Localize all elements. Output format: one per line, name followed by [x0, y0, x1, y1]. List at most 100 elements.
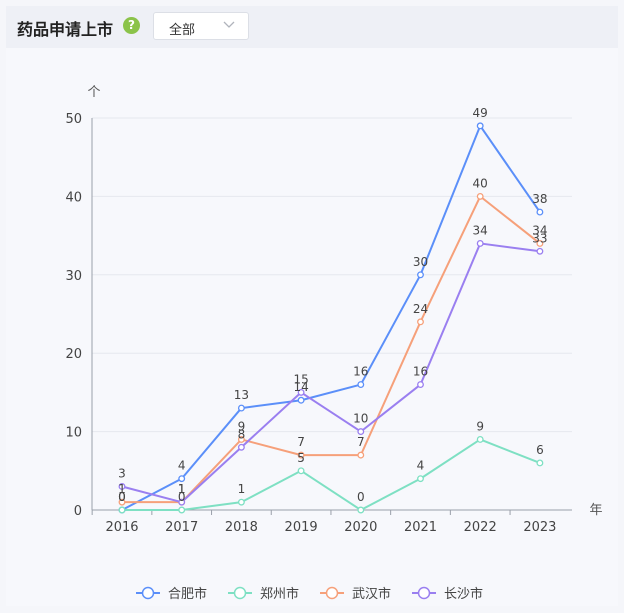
data-point[interactable]: [357, 381, 365, 389]
data-point[interactable]: [357, 506, 365, 514]
legend-marker: [417, 586, 431, 600]
data-point[interactable]: [178, 475, 186, 483]
data-label: 3: [118, 466, 126, 480]
data-label: 1: [178, 482, 186, 496]
data-label: 4: [178, 459, 186, 473]
x-tick-label: 2020: [344, 520, 377, 535]
panel-header: 药品申请上市 ? 全部: [6, 6, 618, 48]
legend-label: 长沙市: [444, 586, 483, 602]
data-point[interactable]: [118, 498, 126, 506]
data-label: 16: [413, 365, 428, 379]
legend-label: 武汉市: [352, 586, 391, 602]
data-label: 8: [238, 427, 246, 441]
region-select[interactable]: 全部: [153, 12, 249, 40]
data-label: 15: [293, 372, 308, 386]
data-label: 1: [178, 482, 186, 496]
data-label: 5: [297, 451, 305, 465]
data-label: 7: [297, 435, 305, 449]
data-label: 33: [532, 231, 547, 245]
data-point[interactable]: [476, 192, 484, 200]
region-select-value: 全部: [169, 23, 196, 38]
legend-item-郑州市[interactable]: 郑州市: [228, 586, 299, 602]
data-point[interactable]: [417, 381, 424, 389]
data-label: 16: [353, 365, 368, 379]
data-point[interactable]: [297, 451, 305, 459]
data-point[interactable]: [237, 443, 245, 451]
y-tick-label: 20: [65, 347, 82, 362]
data-point[interactable]: [536, 208, 544, 216]
data-point[interactable]: [536, 239, 544, 247]
data-label: 13: [234, 388, 249, 402]
data-point[interactable]: [297, 388, 305, 396]
data-point[interactable]: [237, 435, 245, 443]
data-label: 14: [293, 380, 308, 394]
data-point[interactable]: [178, 498, 186, 506]
data-point[interactable]: [417, 318, 424, 326]
page-title: 药品申请上市: [17, 20, 114, 39]
data-label: 1: [238, 482, 246, 496]
data-point[interactable]: [417, 271, 424, 279]
data-point[interactable]: [237, 404, 245, 412]
chevron-down-icon: [223, 21, 235, 28]
data-label: 49: [473, 106, 488, 120]
series-line-长沙市[interactable]: [121, 242, 541, 504]
x-axis-unit: 年: [589, 503, 602, 518]
question-circle-icon[interactable]: ?: [123, 17, 140, 34]
x-tick-label: 2019: [285, 520, 318, 535]
data-point[interactable]: [357, 451, 365, 459]
legend-item-合肥市[interactable]: 合肥市: [136, 586, 207, 602]
y-tick-label: 0: [74, 504, 82, 519]
data-point[interactable]: [178, 506, 186, 514]
data-point[interactable]: [417, 475, 424, 483]
data-label: 9: [238, 419, 246, 433]
x-tick-label: 2018: [225, 520, 258, 535]
data-point[interactable]: [476, 239, 484, 247]
data-point[interactable]: [357, 428, 365, 436]
data-label: 9: [476, 419, 484, 433]
y-tick-label: 10: [65, 426, 82, 441]
data-point[interactable]: [237, 498, 245, 506]
x-tick-label: 2023: [523, 520, 556, 535]
data-point[interactable]: [536, 247, 544, 255]
series-line-合肥市[interactable]: [121, 124, 541, 511]
series-line-郑州市[interactable]: [122, 438, 541, 511]
y-tick-label: 30: [65, 269, 82, 284]
data-label: 24: [413, 302, 428, 316]
data-point[interactable]: [297, 396, 305, 404]
data-label: 6: [536, 443, 544, 457]
legend-label: 郑州市: [260, 586, 299, 602]
legend-marker: [325, 586, 339, 600]
data-point[interactable]: [476, 122, 484, 130]
data-point[interactable]: [297, 467, 305, 475]
data-label: 30: [413, 255, 428, 269]
y-tick-label: 40: [65, 190, 82, 205]
data-label: 1: [118, 482, 126, 496]
legend-marker: [141, 586, 155, 600]
data-label: 34: [532, 223, 547, 237]
data-point[interactable]: [476, 435, 484, 443]
data-label: 34: [473, 223, 488, 237]
x-tick-label: 2016: [105, 520, 138, 535]
data-label: 4: [417, 459, 425, 473]
legend-item-武汉市[interactable]: 武汉市: [320, 586, 391, 602]
data-label: 40: [473, 176, 488, 190]
data-label: 7: [357, 435, 365, 449]
data-point[interactable]: [536, 459, 544, 467]
data-label: 0: [357, 490, 365, 504]
x-tick-label: 2017: [165, 520, 198, 535]
data-point[interactable]: [118, 506, 126, 514]
legend-item-长沙市[interactable]: 长沙市: [412, 586, 483, 602]
data-point[interactable]: [118, 483, 126, 490]
data-label: 0: [118, 490, 126, 504]
data-label: 10: [353, 412, 368, 426]
x-tick-label: 2021: [404, 520, 437, 535]
data-label: 0: [118, 490, 126, 504]
legend-marker: [233, 586, 247, 600]
y-axis-unit: 个: [87, 85, 100, 100]
data-label: 38: [532, 192, 547, 206]
x-tick-label: 2022: [464, 520, 497, 535]
y-tick-label: 50: [65, 112, 82, 127]
chart-panel: 药品申请上市 ? 全部: [6, 6, 618, 606]
legend-label: 合肥市: [168, 586, 207, 602]
